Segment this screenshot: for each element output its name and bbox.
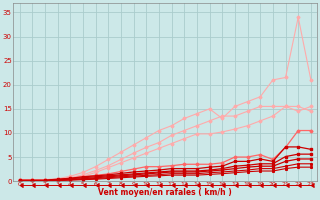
X-axis label: Vent moyen/en rafales ( km/h ): Vent moyen/en rafales ( km/h ) (98, 188, 232, 197)
